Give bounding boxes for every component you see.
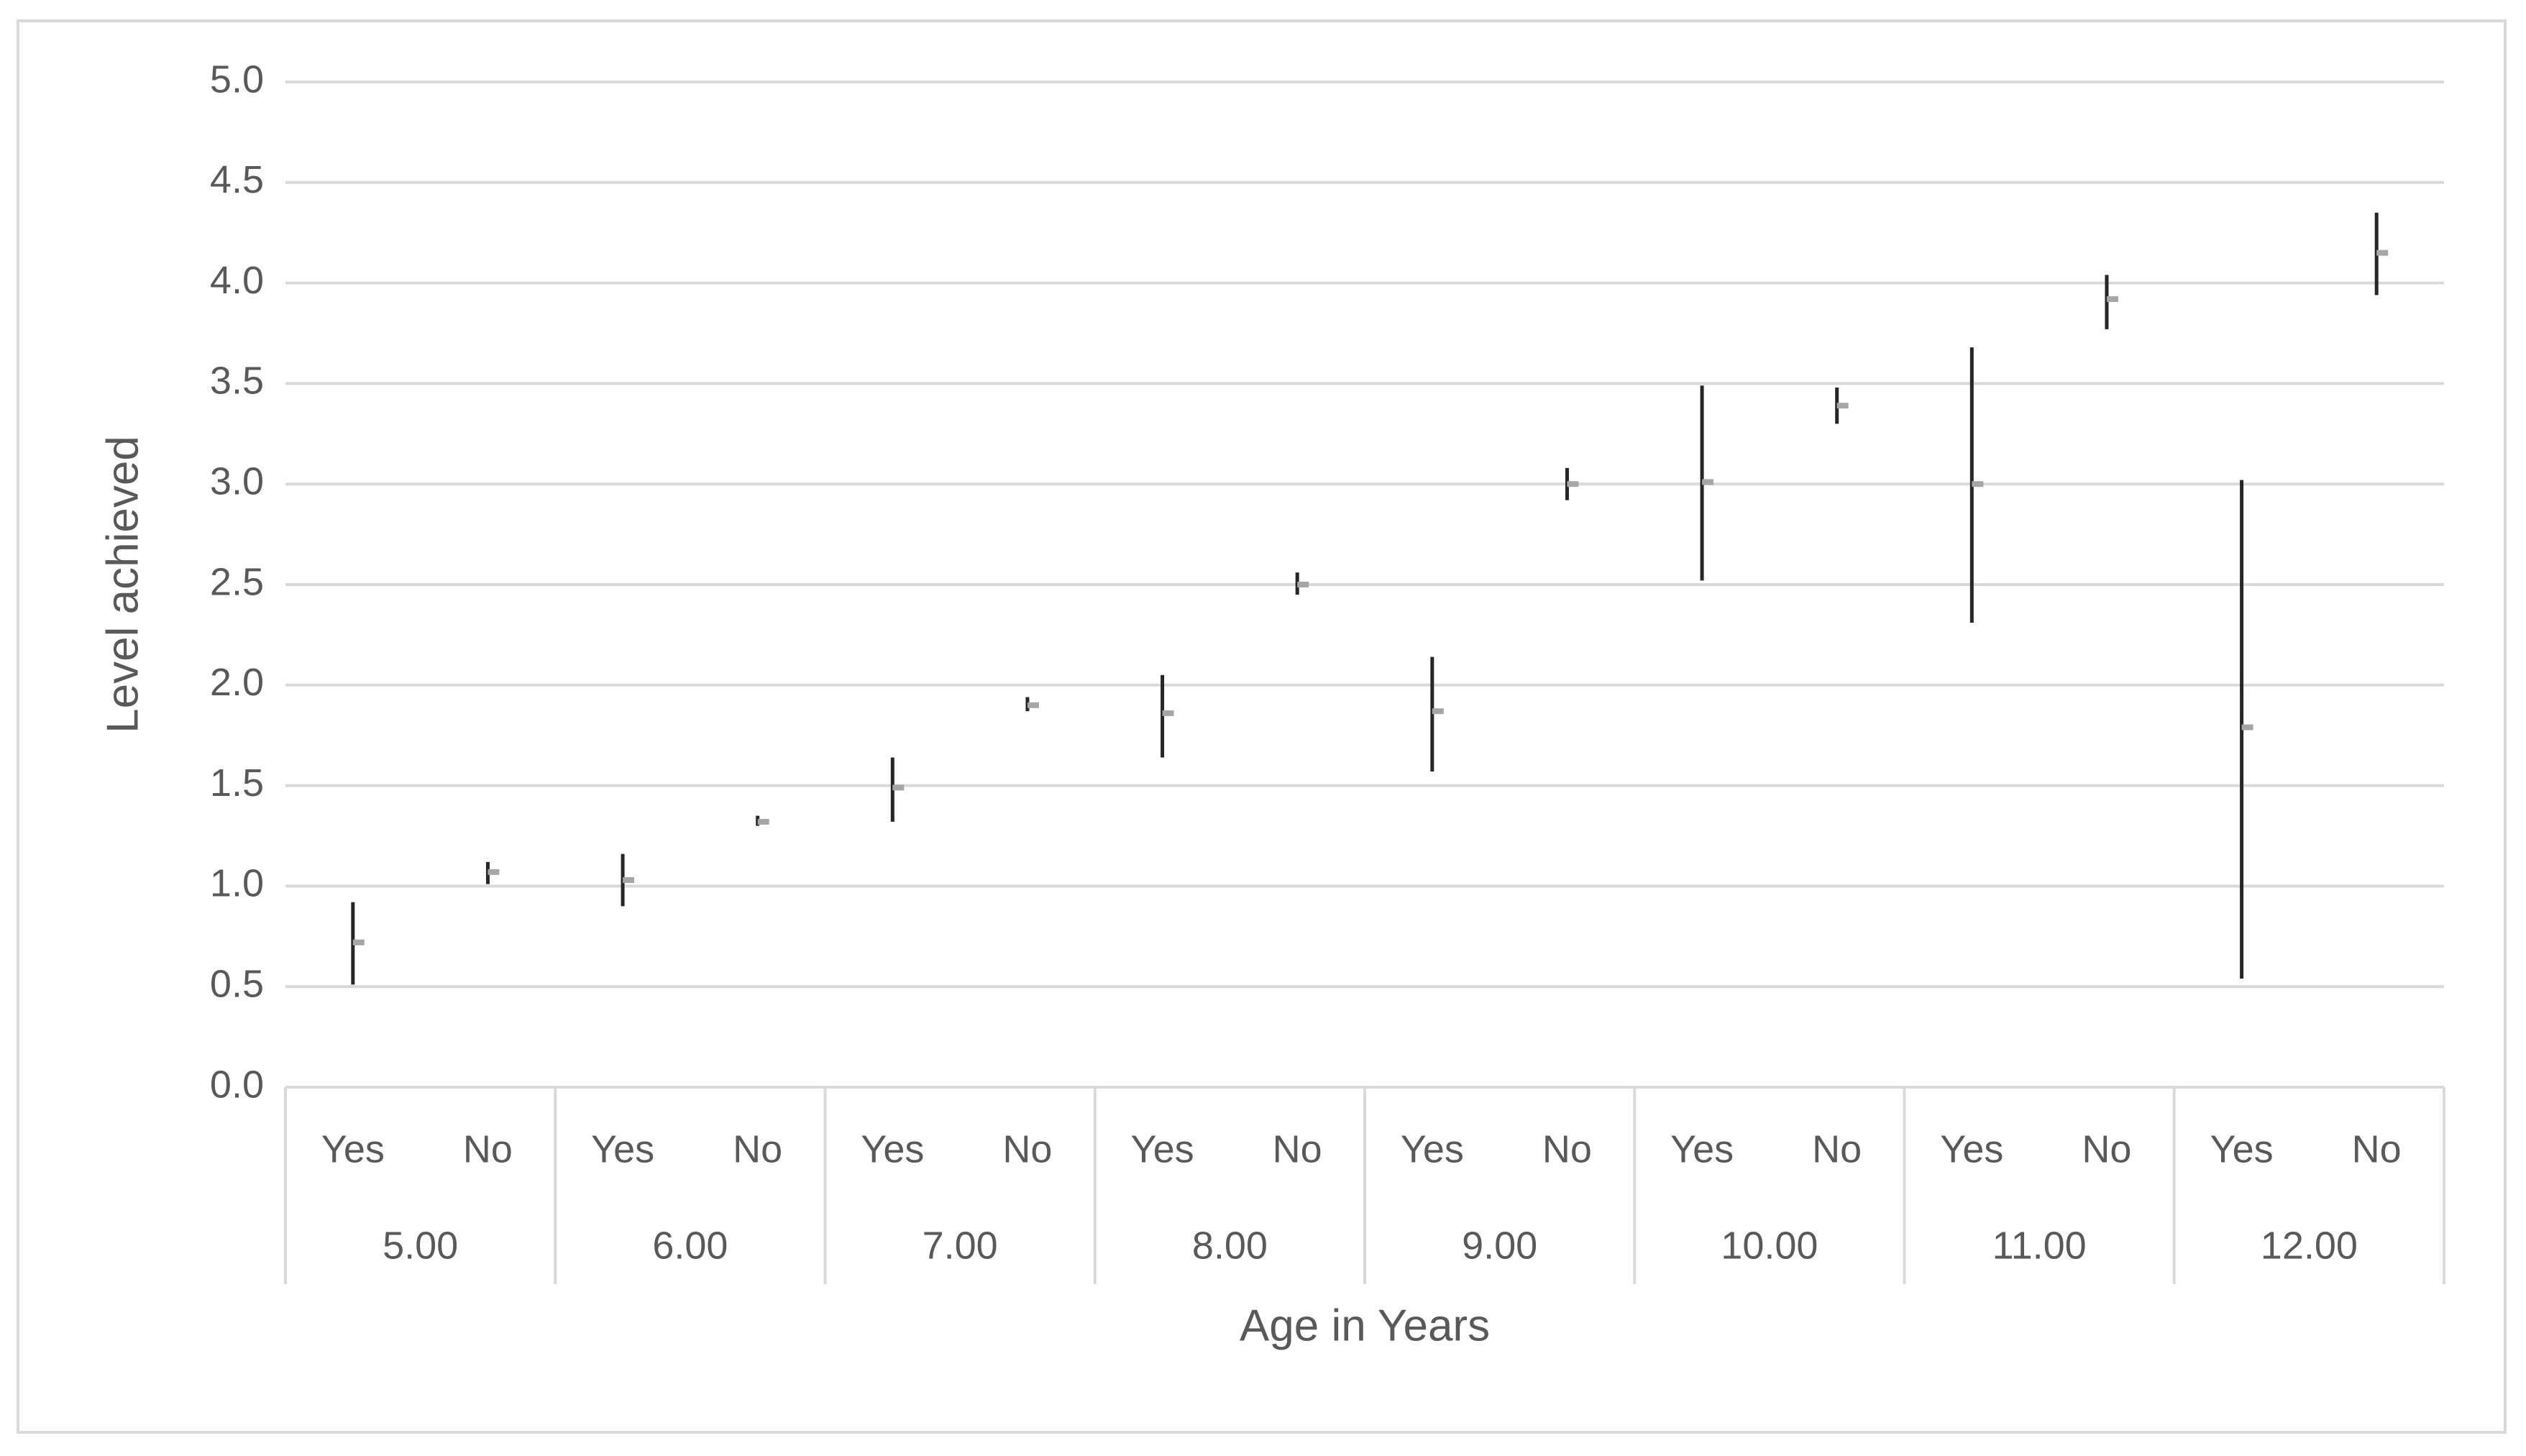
x-tick-label: No	[733, 1127, 782, 1171]
mean-marker	[2106, 296, 2118, 302]
x-tick-label: Yes	[591, 1127, 654, 1171]
group-label: 6.00	[652, 1224, 728, 1267]
group-label: 12.00	[2261, 1224, 2358, 1267]
mean-marker	[1297, 582, 1309, 587]
x-tick-label: Yes	[321, 1127, 385, 1171]
y-tick-label: 1.5	[210, 761, 264, 805]
x-tick-label: No	[1002, 1127, 1052, 1171]
y-tick-label: 3.0	[210, 459, 264, 503]
mean-marker	[1027, 702, 1039, 708]
y-axis-title: Level achieved	[98, 436, 147, 733]
group-label: 8.00	[1192, 1224, 1268, 1267]
y-tick-label: 1.0	[210, 862, 264, 905]
x-tick-label: Yes	[1670, 1127, 1734, 1171]
group-label: 9.00	[1462, 1224, 1537, 1267]
mean-marker	[623, 877, 635, 884]
mean-marker	[2376, 249, 2389, 256]
y-tick-label: 2.0	[210, 661, 264, 704]
group-label: 5.00	[383, 1224, 458, 1267]
group-label: 11.00	[1992, 1224, 2087, 1267]
x-tick-label: Yes	[1401, 1127, 1464, 1171]
x-axis-title: Age in Years	[1240, 1301, 1490, 1350]
x-tick-label: No	[463, 1127, 513, 1171]
x-tick-label: No	[1542, 1127, 1592, 1171]
y-tick-label: 4.0	[210, 259, 264, 302]
x-tick-label: No	[1273, 1127, 1322, 1171]
mean-marker	[1432, 708, 1444, 715]
mean-marker	[1702, 479, 1714, 485]
x-tick-label: Yes	[2210, 1127, 2274, 1171]
y-tick-label: 5.0	[210, 58, 264, 101]
y-tick-label: 4.5	[210, 158, 264, 201]
group-label: 10.00	[1721, 1224, 1818, 1267]
x-tick-label: Yes	[1940, 1127, 2003, 1171]
mean-marker	[1836, 403, 1849, 409]
y-tick-label: 0.5	[210, 962, 264, 1005]
mean-marker	[352, 939, 365, 946]
y-tick-label: 2.5	[210, 560, 264, 603]
x-tick-label: Yes	[861, 1127, 924, 1171]
mean-marker	[1972, 481, 1984, 487]
mean-marker	[757, 818, 769, 825]
x-tick-label: No	[2352, 1127, 2402, 1171]
mean-marker	[488, 869, 500, 875]
y-tick-label: 0.0	[210, 1063, 264, 1106]
group-label: 7.00	[923, 1224, 998, 1267]
x-tick-label: Yes	[1131, 1127, 1194, 1171]
x-tick-label: No	[2082, 1127, 2131, 1171]
mean-marker	[892, 784, 905, 791]
mean-marker	[1162, 710, 1174, 716]
mean-marker	[1567, 481, 1579, 487]
y-tick-label: 3.5	[210, 360, 264, 403]
mean-marker	[2241, 724, 2253, 731]
chart-border	[17, 19, 2507, 1434]
x-tick-label: No	[1812, 1127, 1862, 1171]
